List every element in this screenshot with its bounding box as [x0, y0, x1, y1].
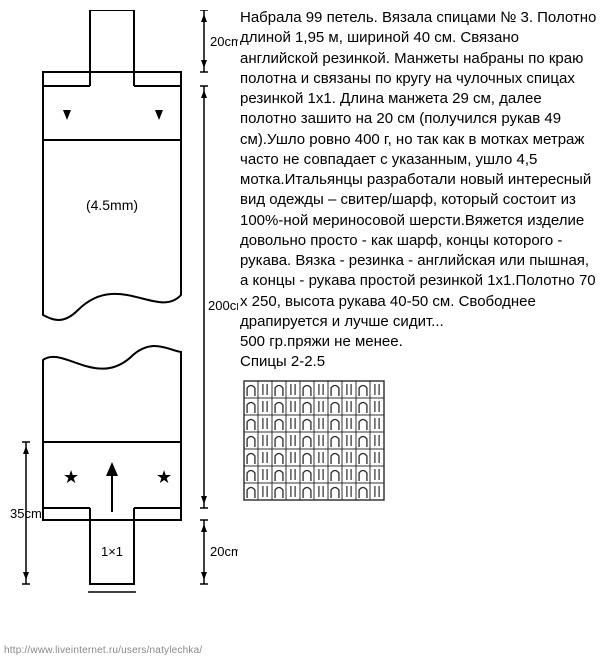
dim-side-ah2 — [23, 572, 29, 580]
upper-body — [43, 72, 181, 320]
marker-star-right: ★ — [156, 467, 172, 487]
description-text: Набрала 99 петель. Вязала спицами № 3. П… — [240, 8, 598, 373]
marker-tri-top-left — [63, 110, 71, 120]
arrow-head — [106, 462, 118, 476]
top-cuff-rect — [90, 10, 134, 72]
dim-bot-ah1 — [201, 524, 207, 532]
needle-size-label: (4.5mm) — [86, 197, 138, 213]
schematic-svg: (4.5mm) ★ ★ 1×1 — [8, 10, 238, 630]
stitch-chart — [242, 379, 598, 502]
marker-tri-top-right — [155, 110, 163, 120]
source-url: http://www.liveinternet.ru/users/natylec… — [4, 645, 202, 656]
schematic-panel: (4.5mm) ★ ★ 1×1 — [0, 0, 238, 659]
dim-bot-ah2 — [201, 572, 207, 580]
dim-mid-ah2 — [201, 496, 207, 504]
dim-mid-label: 200cm — [208, 298, 238, 313]
stitch-chart-svg — [242, 379, 386, 502]
text-panel: Набрала 99 петель. Вязала спицами № 3. П… — [238, 0, 604, 659]
dim-mid-ah1 — [201, 90, 207, 98]
rib-label: 1×1 — [101, 544, 123, 559]
dim-top-label: 20cm — [210, 34, 238, 49]
dim-side-ah1 — [23, 446, 29, 454]
dim-top-ah2 — [201, 60, 207, 68]
dim-side-label: 35cm — [10, 506, 42, 521]
marker-star-left: ★ — [63, 467, 79, 487]
dim-bot-label: 20cm — [210, 544, 238, 559]
dim-top-ah1 — [201, 14, 207, 22]
